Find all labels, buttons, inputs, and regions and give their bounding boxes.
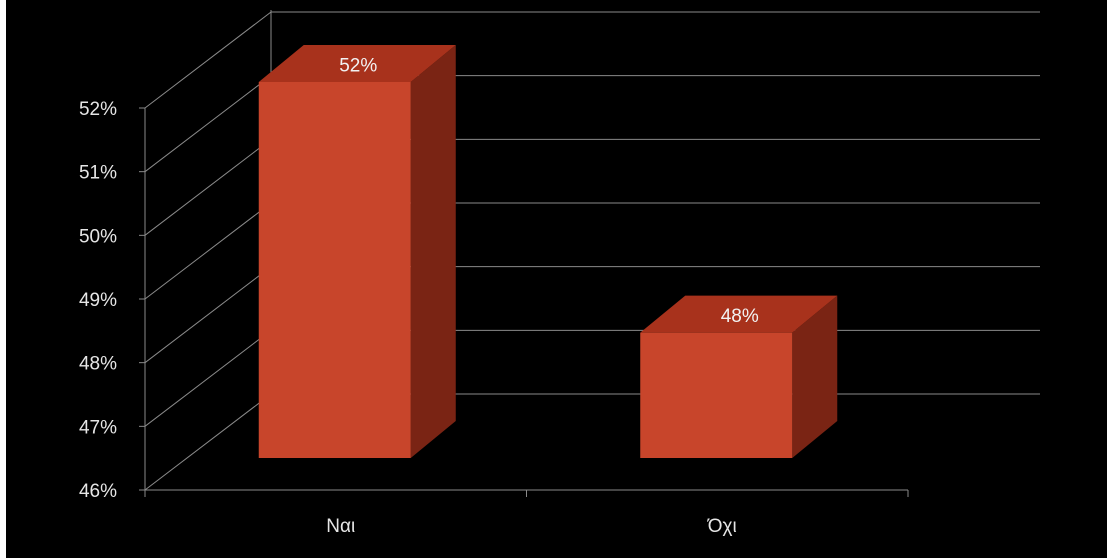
bar-top-face <box>258 45 456 82</box>
y-tick-label: 50% <box>79 226 117 247</box>
gridline-side-6 <box>144 11 272 109</box>
y-tick-label: 47% <box>79 417 117 438</box>
y-tick-label: 48% <box>79 354 117 375</box>
gridline-side-5 <box>144 75 272 173</box>
data-label: 52% <box>339 56 377 77</box>
labels: 46% 47% 48% 49% 50% 51% 52% 52% Ναι 48% Όχι <box>79 56 759 538</box>
bar-side-face <box>410 45 456 458</box>
gridline-side-4 <box>144 138 272 236</box>
y-tick-label: 46% <box>79 481 117 502</box>
gridline-side-0 <box>144 393 272 491</box>
chart-background <box>6 0 1107 558</box>
y-tick-label: 49% <box>79 290 117 311</box>
x-tick-label: Όχι <box>707 516 737 537</box>
x-tick-label: Ναι <box>326 516 355 537</box>
bars <box>258 45 838 458</box>
gridline-side-3 <box>144 202 272 300</box>
bar-0 <box>258 45 456 458</box>
bar-front-face <box>258 82 411 458</box>
y-tick-label: 51% <box>79 163 117 184</box>
bar-front-face <box>640 332 793 458</box>
y-tick-label: 52% <box>79 99 117 120</box>
bar-1 <box>640 295 838 458</box>
axes <box>139 107 909 497</box>
bar-side-face <box>792 295 838 458</box>
gridline-side-1 <box>144 329 272 427</box>
bar-top-face <box>640 295 838 333</box>
data-label: 48% <box>721 306 759 327</box>
gridline-side-2 <box>144 266 272 364</box>
